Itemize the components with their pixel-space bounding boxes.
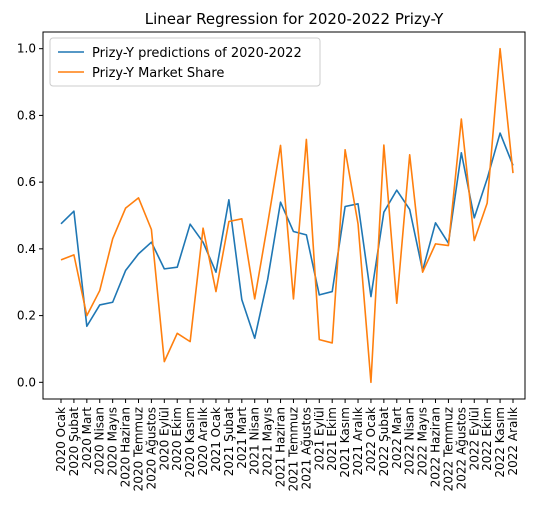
y-tick-label: 0.0 <box>17 375 36 389</box>
legend: Prizy-Y predictions of 2020-2022 Prizy-Y … <box>49 37 321 87</box>
x-tick-label: 2020 Ocak <box>54 407 68 472</box>
x-tick-label: 2022 Mart <box>390 407 404 469</box>
x-tick-label: 2022 Haziran <box>429 407 443 487</box>
x-tick-label: 2022 Şubat <box>377 407 391 477</box>
y-tick-label: 0.2 <box>17 309 36 323</box>
legend-entry: Prizy-Y predictions of 2020-2022 <box>92 46 302 61</box>
x-tick-label: 2020 Mayıs <box>106 407 120 476</box>
legend-entry: Prizy-Y Market Share <box>92 66 224 81</box>
series-line-1 <box>60 132 514 340</box>
x-tick-label: 2022 Ağustos <box>454 407 468 489</box>
legend-box <box>49 37 321 87</box>
x-tick-label: 2020 Eylül <box>157 407 171 470</box>
y-tick-label: 0.4 <box>17 242 36 256</box>
x-tick-label: 2021 Aralık <box>351 407 365 476</box>
x-tick-label: 2022 Mayıs <box>416 407 430 476</box>
x-tick-label: 2020 Ağustos <box>144 407 158 489</box>
x-tick-label: 2021 Eylül <box>312 407 326 470</box>
x-tick-label: 2020 Ekim <box>170 407 184 471</box>
x-tick-label: 2020 Aralık <box>196 407 210 476</box>
y-axis: 0.0 0.2 0.4 0.6 0.8 1.0 <box>17 42 43 389</box>
x-tick-label: 2022 Eylül <box>467 407 481 470</box>
x-tick-label: 2021 Mayıs <box>261 407 275 476</box>
x-tick-label: 2022 Kasım <box>493 407 507 478</box>
x-tick-label: 2020 Nisan <box>93 407 107 475</box>
x-tick-label: 2020 Temmuz <box>131 407 145 491</box>
y-tick-label: 0.6 <box>17 175 36 189</box>
x-tick-label: 2020 Kasım <box>183 407 197 478</box>
x-tick-label: 2021 Temmuz <box>286 407 300 491</box>
x-tick-label: 2021 Kasım <box>338 407 352 478</box>
x-tick-label: 2022 Aralık <box>506 407 520 476</box>
x-tick-label: 2021 Ocak <box>209 407 223 472</box>
x-tick-label: 2020 Haziran <box>119 407 133 487</box>
y-tick-label: 1.0 <box>17 42 36 56</box>
x-tick-label: 2022 Temmuz <box>441 407 455 491</box>
x-tick-label: 2021 Haziran <box>274 407 288 487</box>
y-tick-label: 0.8 <box>17 108 36 122</box>
x-tick-label: 2020 Şubat <box>67 407 81 477</box>
x-tick-label: 2021 Ekim <box>325 407 339 471</box>
x-tick-label: 2022 Ocak <box>364 407 378 472</box>
chart-title: Linear Regression for 2020-2022 Prizy-Y <box>145 10 444 28</box>
x-tick-label: 2020 Mart <box>80 407 94 469</box>
x-tick-label: 2022 Nisan <box>403 407 417 475</box>
plot-area <box>42 31 526 400</box>
x-tick-label: 2021 Mart <box>235 407 249 469</box>
x-tick-label: 2021 Ağustos <box>299 407 313 489</box>
x-tick-label: 2022 Ekim <box>480 407 494 471</box>
series-layer <box>60 47 514 384</box>
x-tick-label: 2021 Nisan <box>248 407 262 475</box>
x-tick-label: 2021 Şubat <box>222 407 236 477</box>
series-line-2 <box>60 47 514 384</box>
